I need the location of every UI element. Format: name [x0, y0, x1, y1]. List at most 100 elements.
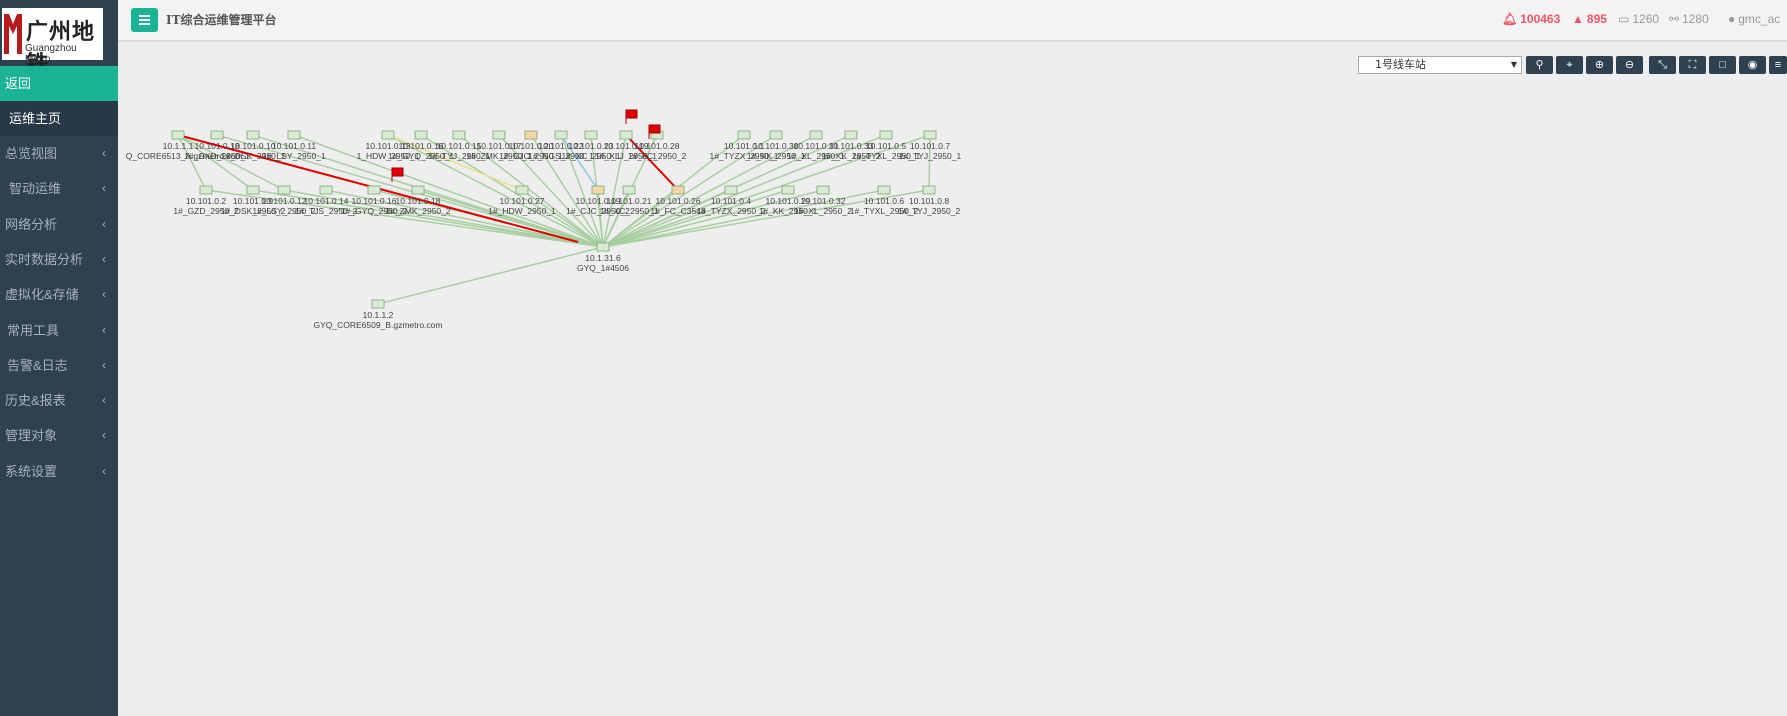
topology-link[interactable]	[387, 134, 604, 248]
sidebar-item-realtime-analysis[interactable]: 实时数据分析 ‹	[0, 242, 118, 277]
switch-node[interactable]: 10.101.0.321#_XL_2950_2	[794, 185, 852, 216]
topology-link[interactable]	[560, 134, 604, 248]
topology-link[interactable]	[293, 134, 604, 248]
switch-node[interactable]: 10.101.0.301#_KK_2950_1	[747, 130, 806, 161]
switch-node[interactable]: 10.101.0.271#_HDW_2950_1	[488, 185, 556, 216]
topology-canvas[interactable]: 10.1.1.1 GYQ_CORE6513_A.gzmetro.com 10.101…	[126, 50, 1787, 716]
switch-node[interactable]: 10.101.0.61#_TYXL_2950_2	[850, 185, 919, 216]
sidebar-item-smart-ops[interactable]: 智动运维 ‹	[0, 171, 118, 206]
topology-link[interactable]	[560, 134, 599, 191]
sidebar-item-network-analysis[interactable]: 网络分析 ‹	[0, 207, 118, 242]
topology-link[interactable]	[458, 134, 604, 248]
switch-node[interactable]: 10.101.0.331#_KK_2950_2	[822, 130, 881, 161]
topology-link[interactable]	[420, 134, 604, 248]
switch-node[interactable]: 10.101.0.281#_FC_2950_2	[628, 130, 687, 161]
topology-link[interactable]	[177, 134, 285, 191]
topology-link[interactable]	[177, 134, 207, 191]
topology-link[interactable]	[325, 189, 604, 248]
switch-node[interactable]: 10.101.0.311#_XL_2950_1	[787, 130, 845, 161]
alarm-flag-icon[interactable]	[391, 167, 404, 182]
sidebar-item-home[interactable]: 运维主页	[0, 101, 118, 136]
topology-link[interactable]	[205, 189, 604, 248]
topology-link[interactable]	[417, 189, 604, 248]
topology-link[interactable]	[530, 134, 604, 248]
switch-node[interactable]: 10.101.0.191#_CJC_2950_2	[566, 185, 630, 216]
sidebar-item-managed-objects[interactable]: 管理对象 ‹	[0, 418, 118, 453]
topology-link[interactable]	[602, 189, 824, 248]
switch-node[interactable]: 10.101.0.131_HDW_2950_1	[357, 130, 420, 161]
topology-link[interactable]	[602, 134, 931, 248]
topology-link[interactable]	[602, 134, 817, 248]
topology-link[interactable]	[216, 134, 604, 248]
topology-link[interactable]	[602, 189, 885, 248]
warning-count[interactable]: ▲ 895	[1572, 12, 1607, 26]
switch-node[interactable]: 10.101.0.121#_LSY_2950_2	[252, 185, 316, 216]
topology-link[interactable]	[602, 189, 630, 248]
link-count[interactable]: ⚯ 1280	[1669, 12, 1709, 26]
switch-node[interactable]: 10.101.0.161#_GYQ_2950_2	[341, 185, 407, 216]
topology-link[interactable]	[625, 134, 679, 191]
switch-node[interactable]: 10.101.0.11#_TYZX_2950_1	[710, 130, 779, 161]
sidebar-item-back[interactable]: 返回	[0, 66, 118, 101]
sidebar-item-history-report[interactable]: 历史&报表 ‹	[0, 383, 118, 418]
switch-node[interactable]: 10.101.0.101#_DSK_2950_1	[221, 130, 286, 161]
switch-node[interactable]: 10.101.0.81#_TYJ_2950_2	[898, 185, 961, 216]
topology-link[interactable]	[387, 134, 523, 191]
zoom-out-button[interactable]: ⊖	[1616, 56, 1643, 74]
switch-node[interactable]: 10.101.0.181#_ZMK_2950_2	[385, 185, 451, 216]
topology-graph[interactable]: 10.1.1.1GYQ_CORE6513_A.gzmetro.com10.101…	[126, 50, 1787, 716]
topology-link[interactable]	[928, 134, 931, 191]
topology-link[interactable]	[377, 246, 604, 305]
topology-link[interactable]	[498, 134, 604, 248]
fullscreen-button[interactable]: ⛶	[1679, 56, 1706, 74]
topology-link[interactable]	[177, 134, 254, 191]
topology-link[interactable]	[602, 189, 930, 248]
sidebar-item-common-tools[interactable]: 常用工具 ‹	[0, 313, 118, 348]
switch-node[interactable]: 10.101.0.111#_LSY_2950_1	[262, 130, 326, 161]
station-select[interactable]: 1号线车站 ▼	[1358, 56, 1522, 74]
search-button[interactable]: ⚲	[1526, 56, 1553, 74]
switch-node[interactable]: 10.101.0.211#_XC_2950_1	[599, 185, 659, 216]
alarm-flag-icon[interactable]	[625, 109, 638, 124]
switch-node[interactable]: 10.101.0.41#_TYZX_2950_2	[697, 185, 766, 216]
switch-node[interactable]: 10.101.0.151#_TYJ_2950_1	[428, 130, 491, 161]
topology-link[interactable]	[283, 189, 604, 248]
shrink-button[interactable]: ⤡	[1649, 56, 1676, 74]
alarm-flag-icon[interactable]	[648, 124, 661, 139]
alarm-count[interactable]: 🔔︎ 100463	[1502, 12, 1560, 26]
device-count[interactable]: ▭ 1260	[1618, 12, 1659, 26]
frame-button[interactable]: □	[1709, 56, 1736, 74]
switch-node[interactable]: 10.101.0.201#_CJC_2950_1	[499, 130, 563, 161]
switch-node[interactable]: 10.101.0.141#_TJS_2950_2	[295, 185, 358, 216]
menu-toggle-button[interactable]	[131, 8, 158, 32]
view-button[interactable]: ◉	[1739, 56, 1766, 74]
locate-button[interactable]: ⌖	[1556, 56, 1583, 74]
switch-node[interactable]: 10.101.0.21#_GZD_2950_2	[173, 185, 239, 216]
switch-node[interactable]: 10.101.0.91#_DSK_2950_2	[221, 185, 286, 216]
switch-node[interactable]: 10.101.0.181#_GXD_2950_1	[184, 130, 250, 161]
topology-link[interactable]	[602, 189, 679, 248]
switch-node[interactable]: 10.101.0.171#_ZMK_2950_1	[466, 130, 532, 161]
sidebar-item-virtualization-storage[interactable]: 虚拟化&存储 ‹	[0, 277, 118, 312]
switch-node[interactable]: 10.101.0.231#_XC_2950_1	[561, 130, 621, 161]
topology-link[interactable]	[597, 189, 604, 248]
switch-node[interactable]: 10.101.0.291#_KK_2950_1	[759, 185, 818, 216]
user-menu[interactable]: ● gmc_ac	[1728, 12, 1780, 26]
switch-node[interactable]: 10.101.0.51#_TYXL_2950_1	[852, 130, 921, 161]
switch-node[interactable]: 10.101.0.261#_FC_C3548	[650, 185, 706, 216]
sidebar-item-alarm-log[interactable]: 告警&日志 ‹	[0, 348, 118, 383]
topology-link[interactable]	[602, 189, 789, 248]
topology-link[interactable]	[602, 134, 777, 248]
switch-node[interactable]: 10.101.0.161#_GYQ_2950_1	[388, 130, 454, 161]
topology-link[interactable]	[602, 189, 732, 248]
sidebar-item-system-settings[interactable]: 系统设置 ‹	[0, 454, 118, 489]
topology-link[interactable]	[602, 134, 627, 248]
topology-link[interactable]	[521, 189, 604, 248]
topology-link[interactable]	[602, 134, 887, 248]
switch-node[interactable]: 10.101.0.221#_NGS_2950_1	[528, 130, 594, 161]
topology-link[interactable]	[252, 189, 604, 248]
list-button[interactable]: ≡	[1769, 56, 1787, 74]
zoom-in-button[interactable]: ⊕	[1586, 56, 1613, 74]
